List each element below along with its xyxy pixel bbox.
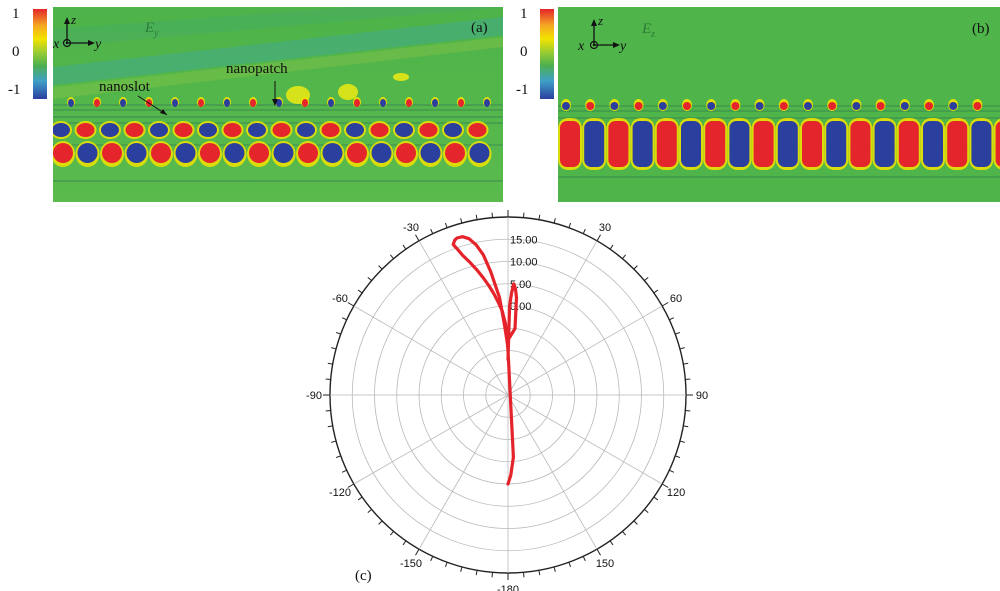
angle-tick-label: -120 (329, 487, 351, 499)
colorbar-b-tick-zero: 0 (520, 44, 528, 60)
colorbar-b (540, 9, 554, 99)
angle-tick-label: 150 (596, 558, 614, 570)
colorbar-a-tick-min: -1 (8, 82, 21, 98)
radial-tick-label: 0.00 (510, 301, 531, 313)
svg-text:y: y (93, 37, 102, 52)
colorbar-b-tick-min: -1 (516, 82, 529, 98)
angle-tick-label: -150 (400, 558, 422, 570)
radial-tick-label: 10.00 (510, 257, 538, 269)
radiation-pattern-curve (451, 235, 519, 486)
colorbar-a-tick-zero: 0 (12, 44, 20, 60)
field-map-ey: nanoslot nanopatch Ey (a) z x y (53, 7, 503, 202)
angle-tick-label: -60 (332, 293, 348, 305)
field-map-ez: Ez (b) z x y (558, 7, 1000, 202)
panel-tag-a: (a) (471, 20, 488, 36)
svg-text:x: x (53, 37, 60, 52)
colorbar-a (33, 9, 47, 99)
angle-tick-label: 120 (667, 487, 685, 499)
panel-tag-c: (c) (355, 568, 372, 584)
angle-tick-label: -30 (403, 222, 419, 234)
svg-text:y: y (618, 39, 627, 54)
field-label-a: Ey (144, 20, 159, 39)
svg-text:z: z (70, 12, 76, 27)
angle-tick-label: -180 (497, 584, 519, 591)
polar-radiation-pattern: 0306090120150-180-150-120-90-60-30 0.005… (306, 205, 708, 591)
svg-text:x: x (577, 39, 585, 54)
angle-tick-label: 90 (696, 390, 708, 402)
angle-tick-label: 0 (505, 205, 511, 208)
angle-tick-label: -90 (306, 390, 322, 402)
axis-triad-b: z x y (577, 13, 627, 54)
radial-tick-label: 15.00 (510, 234, 538, 246)
annotation-nanoslot: nanoslot (99, 79, 151, 95)
axis-triad-a: z x y (53, 12, 102, 52)
panel-tag-b: (b) (972, 21, 990, 37)
annotation-nanopatch: nanopatch (226, 61, 288, 77)
angle-tick-label: 30 (599, 222, 611, 234)
colorbar-b-tick-max: 1 (520, 6, 528, 22)
svg-text:z: z (597, 13, 603, 28)
colorbar-a-tick-max: 1 (12, 6, 20, 22)
field-label-b: Ez (641, 21, 655, 40)
angle-tick-label: 60 (670, 293, 682, 305)
